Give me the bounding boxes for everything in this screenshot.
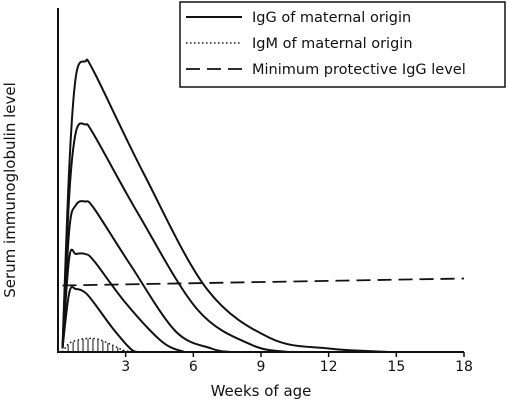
x-tick-label: 15 xyxy=(387,359,405,375)
series-dotted-line-6 xyxy=(61,337,133,353)
x-tick-label: 3 xyxy=(121,359,130,375)
series-solid-line-3 xyxy=(61,200,230,353)
series-solid-line-2 xyxy=(61,122,289,353)
legend-label: IgG of maternal origin xyxy=(252,10,411,26)
legend: IgG of maternal origin IgM of maternal or… xyxy=(179,1,506,88)
series-solid-line-1 xyxy=(61,58,390,353)
plot-area: 3 6 9 12 15 18 xyxy=(57,8,473,375)
x-tick-label: 18 xyxy=(455,359,473,375)
x-axis-label: Weeks of age xyxy=(211,382,312,400)
legend-label: Minimum protective IgG level xyxy=(252,62,466,78)
x-tick-label: 9 xyxy=(257,359,266,375)
series-solid-line-5 xyxy=(61,286,138,353)
x-tick-label: 6 xyxy=(189,359,198,375)
x-ticks: 3 6 9 12 15 18 xyxy=(121,352,473,375)
y-axis-label: Serum immunoglobulin level xyxy=(1,82,19,298)
series-dashed-line-7 xyxy=(62,277,465,287)
series-layer xyxy=(61,58,465,353)
series-solid-line-4 xyxy=(61,248,185,353)
legend-label: IgM of maternal origin xyxy=(252,36,413,52)
x-tick-label: 12 xyxy=(320,359,338,375)
